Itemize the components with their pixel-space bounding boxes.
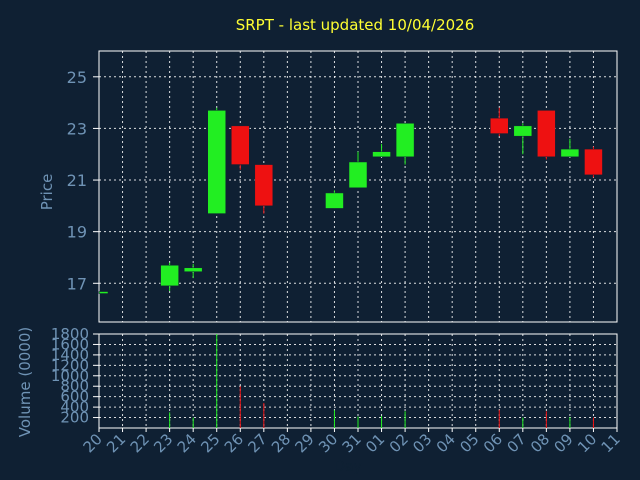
candle (207, 107, 226, 214)
volume-tick-label: 400 (60, 398, 89, 416)
candle (183, 263, 203, 279)
x-tick-label: 22 (127, 430, 153, 456)
candles (98, 107, 603, 294)
candle-body (325, 192, 344, 209)
volume-tick-label: 1000 (51, 367, 89, 385)
x-tick-label: 31 (339, 430, 365, 456)
candle (584, 146, 603, 178)
volume-tick-label: 200 (60, 409, 89, 427)
price-tick-label: 19 (67, 223, 87, 242)
volume-tick-label: 600 (60, 388, 89, 406)
volume-axis-label: Volume (0000) (16, 327, 34, 437)
candle-body (98, 291, 109, 294)
x-tick-label: 25 (197, 430, 223, 456)
x-tick-label: 08 (527, 430, 553, 456)
x-tick-label: 29 (292, 430, 318, 456)
x-tick-label: 04 (433, 430, 459, 456)
x-tick-label: 05 (456, 430, 482, 456)
x-tick-label: 21 (103, 430, 129, 456)
price-tick-label: 23 (67, 119, 87, 138)
candle (513, 123, 533, 155)
volume-tick-label: 1200 (51, 356, 89, 374)
candle-body (254, 164, 274, 207)
price-tick-label: 25 (67, 68, 87, 87)
candle-body (560, 148, 580, 158)
candle (254, 164, 274, 214)
volume-tick-label: 1600 (51, 335, 89, 353)
candle-body (207, 110, 226, 214)
candle-body (513, 125, 533, 137)
x-tick-label: 03 (409, 430, 435, 456)
x-tick-label: 01 (362, 430, 388, 456)
x-tick-label: 28 (268, 430, 294, 456)
x-tick-label: 11 (598, 430, 624, 456)
candle-body (160, 264, 179, 287)
volume-tick-label: 800 (60, 377, 89, 395)
x-ticks: 2021222324252627282930310102030405060708… (80, 428, 624, 456)
candle (537, 110, 556, 160)
candle (160, 262, 179, 292)
x-axis-label: Day (334, 459, 362, 475)
candle (395, 123, 415, 165)
x-tick-label: 02 (386, 430, 412, 456)
price-tick-label: 21 (67, 171, 87, 190)
candle-body (395, 123, 415, 158)
candle (348, 151, 368, 189)
price-tick-label: 17 (67, 274, 87, 293)
x-tick-label: 09 (551, 430, 577, 456)
candle (490, 107, 509, 137)
x-tick-label: 07 (503, 430, 529, 456)
candle-body (372, 151, 391, 158)
candle (231, 125, 250, 170)
candle (98, 291, 109, 294)
candle-body (537, 110, 556, 158)
volume-tick-label: 1400 (51, 346, 89, 364)
x-tick-label: 30 (315, 430, 341, 456)
x-tick-label: 27 (244, 430, 270, 456)
x-tick-label: 06 (480, 430, 506, 456)
candle-body (348, 161, 368, 189)
x-tick-label: 10 (574, 430, 600, 456)
candle (560, 138, 580, 158)
candle-body (584, 148, 603, 176)
candle-body (231, 125, 250, 165)
x-tick-label: 24 (174, 430, 200, 456)
volume-bars (169, 334, 594, 428)
candle (325, 190, 344, 209)
candle-body (490, 117, 509, 134)
price-axis-label: Price (38, 174, 56, 211)
price-ticks: 17 19 21 23 25 (67, 68, 99, 293)
candle (372, 143, 391, 158)
x-tick-label: 26 (221, 430, 247, 456)
chart-title: SRPT - last updated 10/04/2026 (236, 16, 475, 34)
volume-tick-label: 1800 (51, 325, 89, 343)
candle-body (183, 267, 203, 272)
volume-grid (99, 334, 617, 428)
x-tick-label: 23 (150, 430, 176, 456)
x-tick-label: 20 (80, 430, 106, 456)
